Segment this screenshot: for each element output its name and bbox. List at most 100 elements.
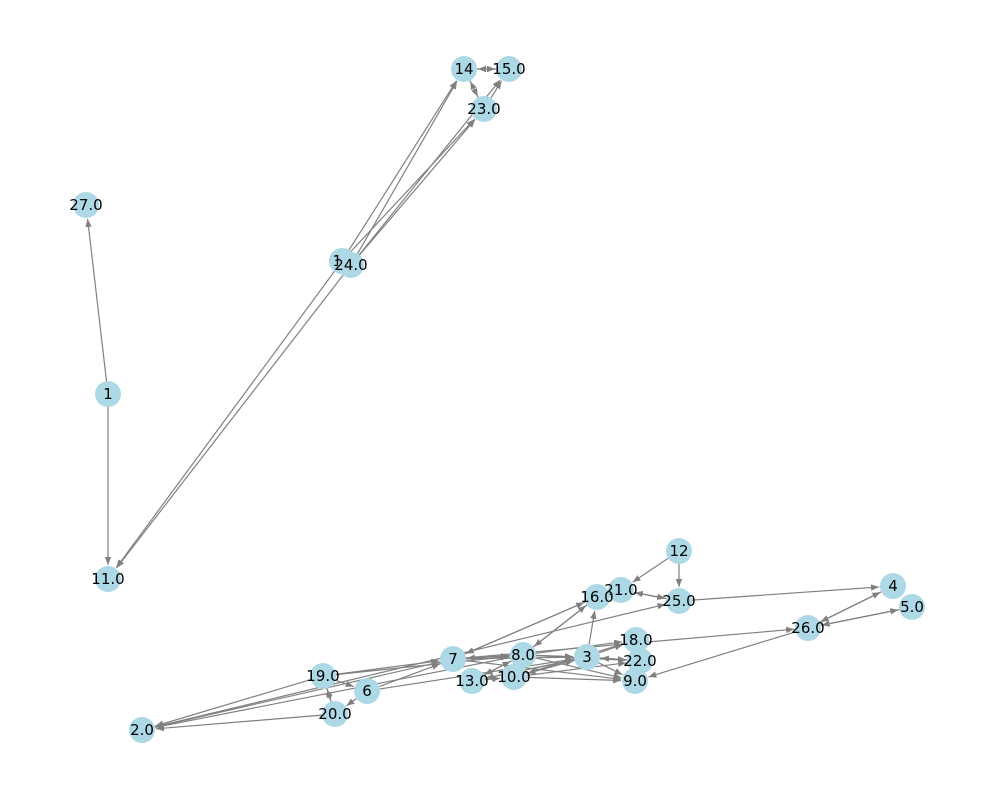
node-2.0: 2.0 (129, 717, 155, 743)
node-circle (310, 663, 336, 689)
edge-12-to-21.0 (632, 557, 669, 583)
node-label: 3 (582, 648, 592, 666)
edge-20.0-to-19.0 (326, 689, 333, 702)
node-label: 20.0 (318, 705, 351, 723)
node-4: 4 (880, 573, 906, 599)
node-label: 22.0 (623, 652, 656, 670)
edge-3-to-10.0 (527, 659, 575, 675)
node-27.0: 27.0 (69, 192, 103, 218)
edge-23.0-to-15.0 (490, 80, 503, 99)
node-1: 1 (95, 381, 121, 407)
node-label: 5.0 (900, 598, 924, 616)
edge-1-to-27.0 (85, 218, 108, 382)
edge-8.0-to-7 (466, 654, 511, 661)
edge-4-to-26.0 (820, 591, 882, 623)
node-25.0: 25.0 (662, 588, 696, 614)
node-circle (73, 192, 99, 218)
node-23.0: 23.0 (467, 96, 501, 122)
edge-17-to-14 (348, 80, 458, 251)
edge-16.0-to-7 (465, 601, 586, 655)
node-circle (471, 96, 497, 122)
node-5.0: 5.0 (899, 594, 925, 620)
edge-10.0-to-22.0 (526, 660, 627, 676)
node-19.0: 19.0 (306, 663, 340, 689)
edge-5.0-to-26.0 (821, 609, 900, 627)
node-label: 18.0 (619, 631, 652, 649)
edge-19.0-to-7 (335, 658, 440, 675)
node-label: 11.0 (91, 570, 124, 588)
edge-3-to-16.0 (588, 610, 597, 645)
node-14: 14 (451, 56, 477, 82)
node-circle (322, 701, 348, 727)
node-6: 6 (354, 678, 380, 704)
node-8.0: 8.0 (510, 642, 536, 668)
node-label: 4 (888, 577, 898, 595)
edge-3-to-9.0 (598, 662, 623, 676)
node-label: 21.0 (604, 581, 637, 599)
node-circle (338, 252, 364, 278)
edge-25.0-to-4 (691, 584, 880, 601)
node-15.0: 15.0 (492, 56, 526, 82)
node-circle (899, 594, 925, 620)
node-circle (95, 566, 121, 592)
node-16.0: 16.0 (580, 584, 614, 610)
node-circle (622, 668, 648, 694)
node-10.0: 10.0 (497, 664, 531, 690)
node-13.0: 13.0 (455, 668, 489, 694)
node-9.0: 9.0 (622, 668, 648, 694)
node-label: 12 (669, 542, 688, 560)
edge-24.0-to-23.0 (358, 119, 476, 256)
node-circle (501, 664, 527, 690)
edge-7-to-9.0 (465, 660, 622, 682)
node-24.0: 24.0 (334, 252, 368, 278)
edge-26.0-to-9.0 (648, 631, 796, 678)
node-label: 16.0 (580, 588, 613, 606)
node-circle (623, 627, 649, 653)
node-22.0: 22.0 (623, 648, 657, 674)
node-circle (510, 642, 536, 668)
edge-19.0-to-2.0 (155, 679, 311, 727)
node-circle (584, 584, 610, 610)
node-label: 23.0 (467, 100, 500, 118)
node-circle (574, 644, 600, 670)
edge-3-to-18.0 (599, 644, 623, 654)
node-label: 25.0 (662, 592, 695, 610)
node-3: 3 (574, 644, 600, 670)
node-20.0: 20.0 (318, 701, 352, 727)
node-label: 1 (103, 385, 113, 403)
node-7: 7 (440, 646, 466, 672)
node-circle (459, 668, 485, 694)
edge-7-to-2.0 (155, 661, 441, 729)
node-circle (608, 577, 634, 603)
node-label: 6 (362, 682, 372, 700)
node-label: 8.0 (511, 646, 535, 664)
node-label: 15.0 (492, 60, 525, 78)
edge-6-to-7 (378, 663, 441, 688)
edge-17-to-23.0 (350, 118, 475, 252)
node-circle (129, 717, 155, 743)
nodes-layer: 1415.023.027.01724.0111.01221.025.016.04… (69, 56, 925, 743)
node-label: 24.0 (334, 256, 367, 274)
node-label: 7 (448, 650, 458, 668)
node-label: 26.0 (791, 619, 824, 637)
edge-21.0-to-25.0 (633, 591, 666, 601)
edge-16.0-to-8.0 (533, 604, 588, 647)
node-circle (666, 588, 692, 614)
edge-20.0-to-2.0 (155, 714, 323, 732)
node-label: 14 (454, 60, 473, 78)
edge-13.0-to-8.0 (483, 660, 511, 676)
edge-6-to-20.0 (346, 698, 357, 707)
node-circle (440, 646, 466, 672)
node-circle (354, 678, 380, 704)
edge-10.0-to-9.0 (526, 676, 622, 684)
node-26.0: 26.0 (791, 615, 825, 641)
edge-2.0-to-25.0 (154, 603, 666, 728)
node-circle (666, 538, 692, 564)
edges-layer (85, 65, 900, 732)
node-label: 2.0 (130, 721, 154, 739)
edge-22.0-to-3 (600, 655, 628, 662)
node-circle (627, 648, 653, 674)
edge-8.0-to-9.0 (535, 657, 622, 680)
edge-23.0-to-14 (469, 81, 479, 98)
